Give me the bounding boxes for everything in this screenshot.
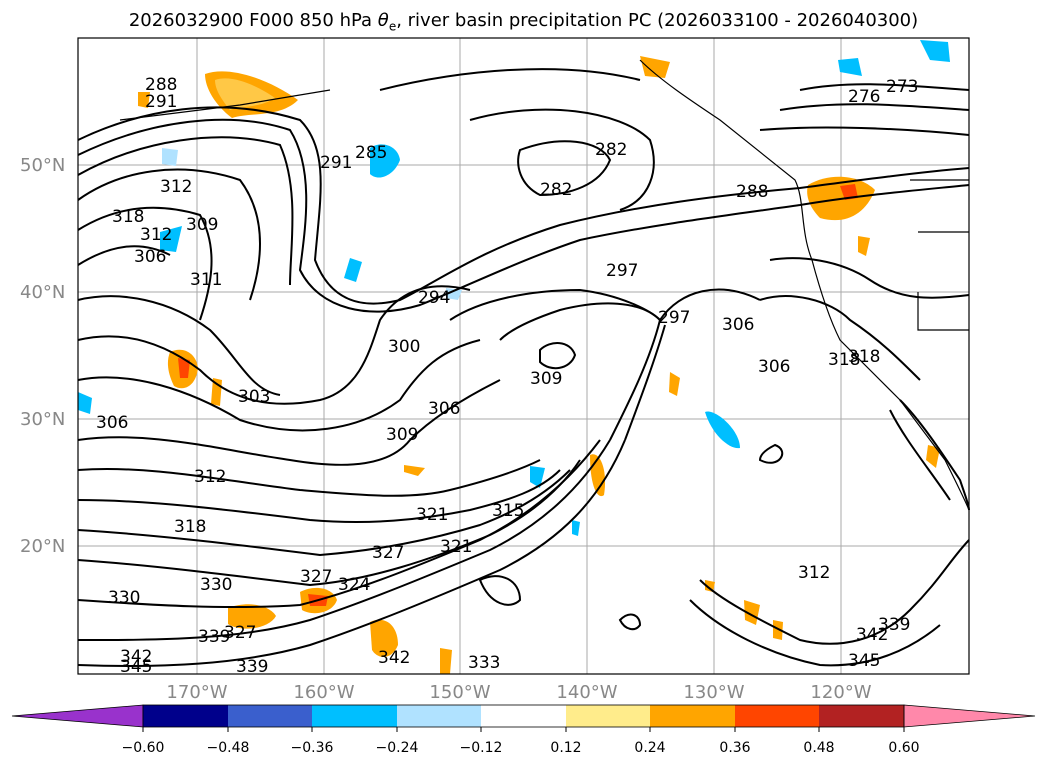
longitude-labels: 170°W 160°W 150°W 140°W 130°W 120°W (166, 682, 871, 703)
contour-label: 333 (468, 653, 500, 673)
contour-label: 288 (145, 75, 177, 95)
contour-label: 318 (112, 207, 144, 227)
colorbar-tick: −0.24 (376, 740, 419, 756)
colorbar-tick: 0.12 (550, 740, 581, 756)
colorbar-extend-max (903, 704, 1036, 728)
colorbar-tick: 0.36 (719, 740, 750, 756)
contour-label: 312 (798, 563, 830, 583)
contour-label: 315 (492, 501, 524, 521)
contour-label: 339 (198, 627, 230, 647)
lat-label: 30°N (20, 409, 65, 430)
contour-label: 306 (428, 399, 460, 419)
lon-label: 140°W (556, 682, 617, 703)
contour-label: 330 (108, 588, 140, 608)
colorbar-swatch (819, 705, 904, 727)
colorbar-extend-min (11, 704, 144, 728)
contour-label: 276 (848, 87, 880, 107)
map-title: 2026032900 F000 850 hPa θe, river basin … (128, 10, 919, 34)
lon-label: 160°W (293, 682, 354, 703)
colorbar-tick: −0.36 (291, 740, 334, 756)
colorbar-tick: 0.48 (803, 740, 834, 756)
lat-label: 50°N (20, 155, 65, 176)
contour-label: 327 (372, 543, 404, 563)
contour-label: 309 (530, 369, 562, 389)
precip-shading (78, 40, 950, 674)
contour-label: 306 (134, 247, 166, 267)
colorbar-swatch (228, 705, 312, 727)
contour-label: 309 (386, 425, 418, 445)
lat-label: 40°N (20, 282, 65, 303)
map-frame (77, 37, 970, 675)
colorbar-swatch (397, 705, 481, 727)
contour-label: 303 (238, 387, 270, 407)
contour-label: 327 (300, 567, 332, 587)
contour-label: 285 (355, 143, 387, 163)
contour-label: 288 (736, 182, 768, 202)
contour-label: 318 (848, 347, 880, 367)
colorbar-tick: 0.60 (888, 740, 919, 756)
contour-label: 327 (224, 623, 256, 643)
colorbar-tick: 0.24 (634, 740, 665, 756)
contour-label: 297 (606, 261, 638, 281)
colorbar-swatch (650, 705, 735, 727)
contour-label: 306 (96, 413, 128, 433)
colorbar-swatch (481, 705, 566, 727)
contour-label: 345 (120, 657, 152, 677)
contour-label: 294 (418, 288, 450, 308)
contour-label: 339 (236, 657, 268, 677)
contour-label: 306 (722, 315, 754, 335)
contour-label: 306 (758, 357, 790, 377)
map-panel: 288 291 312 318 312 309 306 311 291 285 … (77, 37, 970, 677)
colorbar-tick: −0.48 (207, 740, 250, 756)
lat-label: 20°N (20, 536, 65, 557)
colorbar: −0.60 −0.48 −0.36 −0.24 −0.12 0.12 0.24 … (11, 704, 1036, 756)
contour-label: 321 (416, 505, 448, 525)
contour-label: 318 (828, 350, 860, 370)
lon-label: 130°W (683, 682, 744, 703)
latitude-labels: 50°N 40°N 30°N 20°N (20, 155, 65, 557)
contour-label: 311 (190, 270, 222, 290)
colorbar-swatch (143, 705, 228, 727)
contour-label: 300 (388, 337, 420, 357)
contour-label: 342 (856, 625, 888, 645)
lon-label: 170°W (166, 682, 227, 703)
contour-label: 312 (160, 177, 192, 197)
contour-label: 297 (658, 308, 690, 328)
contour-label: 324 (338, 575, 370, 595)
contour-label: 282 (540, 180, 572, 200)
contour-label: 318 (174, 517, 206, 537)
contour-label: 345 (848, 651, 880, 671)
contour-label: 330 (200, 575, 232, 595)
contour-label: 312 (194, 467, 226, 487)
colorbar-swatch (566, 705, 650, 727)
colorbar-tick: −0.12 (460, 740, 503, 756)
contour-label: 312 (140, 225, 172, 245)
colorbar-swatch (735, 705, 819, 727)
coastline (119, 59, 970, 511)
contour-label: 309 (186, 215, 218, 235)
colorbar-swatch (312, 705, 397, 727)
graticule (78, 38, 969, 674)
contour-label: 291 (320, 153, 352, 173)
contour-label: 339 (878, 615, 910, 635)
contour-labels: 288 291 312 318 312 309 306 311 291 285 … (96, 75, 918, 677)
theta-e-contours (77, 68, 970, 667)
lon-label: 150°W (429, 682, 490, 703)
contour-label: 282 (595, 140, 627, 160)
lon-label: 120°W (810, 682, 871, 703)
contour-label: 291 (145, 92, 177, 112)
colorbar-tick: −0.60 (122, 740, 165, 756)
contour-label: 273 (886, 77, 918, 97)
contour-label: 342 (120, 647, 152, 667)
contour-label: 321 (440, 537, 472, 557)
contour-label: 342 (378, 648, 410, 668)
